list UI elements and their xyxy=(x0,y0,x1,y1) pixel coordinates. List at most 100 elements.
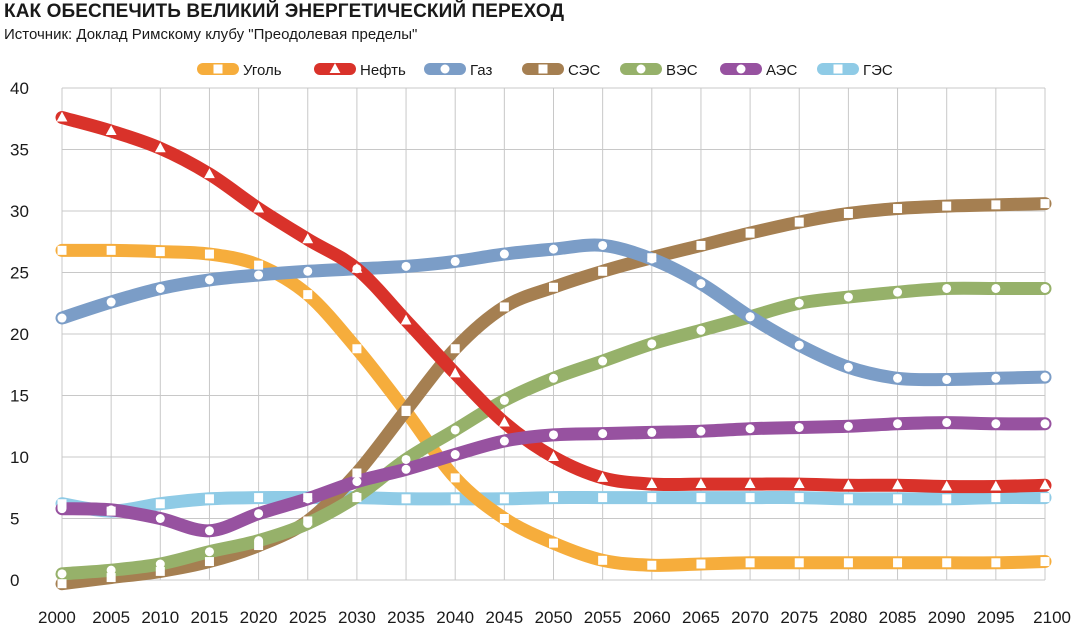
data-point xyxy=(843,421,853,431)
series-2-points xyxy=(57,240,1050,385)
data-point xyxy=(449,367,461,378)
data-point xyxy=(450,450,460,460)
data-point xyxy=(843,558,853,568)
data-point xyxy=(696,426,706,436)
data-point xyxy=(794,217,804,227)
data-point xyxy=(696,240,706,250)
data-point xyxy=(696,559,706,569)
data-point xyxy=(893,419,903,429)
series-1-points xyxy=(56,111,1051,491)
data-point xyxy=(401,405,411,415)
x-tick-label: 2015 xyxy=(191,608,229,627)
data-point xyxy=(155,559,165,569)
data-point xyxy=(253,202,264,213)
data-point xyxy=(794,493,804,503)
data-point xyxy=(254,536,264,546)
legend-item: АЭС xyxy=(720,62,797,79)
data-point xyxy=(57,499,67,509)
data-point xyxy=(942,494,952,504)
legend-item: Нефть xyxy=(314,62,406,79)
data-point xyxy=(352,491,362,501)
data-point xyxy=(499,436,509,446)
data-point xyxy=(1040,199,1050,209)
series-0-line xyxy=(55,243,1052,572)
data-point xyxy=(303,266,313,276)
data-point xyxy=(401,454,411,464)
data-point xyxy=(499,514,509,523)
data-point xyxy=(892,479,903,490)
data-point xyxy=(351,262,363,273)
x-tick-label: 2050 xyxy=(535,608,573,627)
data-point xyxy=(991,558,1001,568)
data-point xyxy=(794,558,804,568)
data-point xyxy=(450,494,460,504)
data-point xyxy=(106,565,116,575)
data-point xyxy=(303,494,313,504)
data-point xyxy=(204,249,214,259)
data-point xyxy=(647,427,657,437)
x-tick-label: 2070 xyxy=(731,608,769,627)
data-point xyxy=(204,526,214,536)
data-point xyxy=(893,287,903,297)
data-point xyxy=(598,266,608,276)
y-tick-label: 20 xyxy=(10,325,29,344)
data-point xyxy=(254,260,264,270)
data-point xyxy=(647,254,657,264)
data-point xyxy=(843,494,853,504)
legend-label: ВЭС xyxy=(666,62,698,79)
data-point xyxy=(498,416,510,427)
data-point xyxy=(990,480,1002,491)
x-tick-label: 2080 xyxy=(829,608,867,627)
data-point xyxy=(991,283,1001,293)
y-tick-label: 30 xyxy=(10,202,29,221)
x-tick-label: 2000 xyxy=(38,608,76,627)
legend-label: Уголь xyxy=(243,62,282,79)
legend-marker xyxy=(440,64,450,74)
legend-item: ГЭС xyxy=(817,62,893,79)
data-point xyxy=(499,249,509,259)
y-axis-tick-labels: 0 5 10 15 20 25 30 35 40 xyxy=(10,79,29,590)
data-point xyxy=(647,493,657,503)
data-point xyxy=(1040,419,1050,429)
data-point xyxy=(57,504,67,514)
x-axis-tick-labels: 2000 2005 2010 2015 2020 2025 2030 2035 2040 2045… xyxy=(38,608,1071,627)
data-point xyxy=(106,297,116,307)
y-tick-label: 40 xyxy=(10,79,29,98)
data-point xyxy=(942,201,952,211)
legend-marker xyxy=(833,64,843,74)
data-point xyxy=(794,298,804,308)
series-5-points xyxy=(57,418,1050,536)
legend-marker xyxy=(538,64,548,74)
data-point xyxy=(499,494,509,504)
x-tick-label: 2065 xyxy=(682,608,720,627)
x-tick-label: 2100 xyxy=(1033,608,1071,627)
legend-item: Уголь xyxy=(197,62,282,79)
x-tick-label: 2085 xyxy=(879,608,917,627)
data-point xyxy=(401,261,411,271)
data-point xyxy=(598,356,608,366)
x-tick-label: 2055 xyxy=(584,608,622,627)
series-1-line xyxy=(55,111,1052,494)
data-point xyxy=(1040,493,1050,503)
data-point xyxy=(942,283,952,293)
data-point xyxy=(352,468,362,478)
legend-marker xyxy=(736,64,746,74)
y-tick-label: 35 xyxy=(10,141,29,160)
legend-item: СЭС xyxy=(522,62,600,79)
legend-marker xyxy=(636,64,646,74)
data-point xyxy=(549,244,558,254)
chart-subtitle: Источник: Доклад Римскому клубу "Преодол… xyxy=(4,26,418,43)
data-point xyxy=(57,245,67,255)
data-point xyxy=(499,302,509,312)
data-point xyxy=(843,208,853,218)
data-point xyxy=(647,560,657,570)
data-point xyxy=(401,494,411,504)
data-point xyxy=(450,425,460,435)
data-point xyxy=(696,325,706,335)
data-point xyxy=(401,464,411,474)
data-point xyxy=(549,373,558,383)
data-point xyxy=(303,290,313,300)
data-point xyxy=(695,478,707,489)
series-4-points xyxy=(57,283,1050,579)
y-tick-label: 25 xyxy=(10,264,29,283)
